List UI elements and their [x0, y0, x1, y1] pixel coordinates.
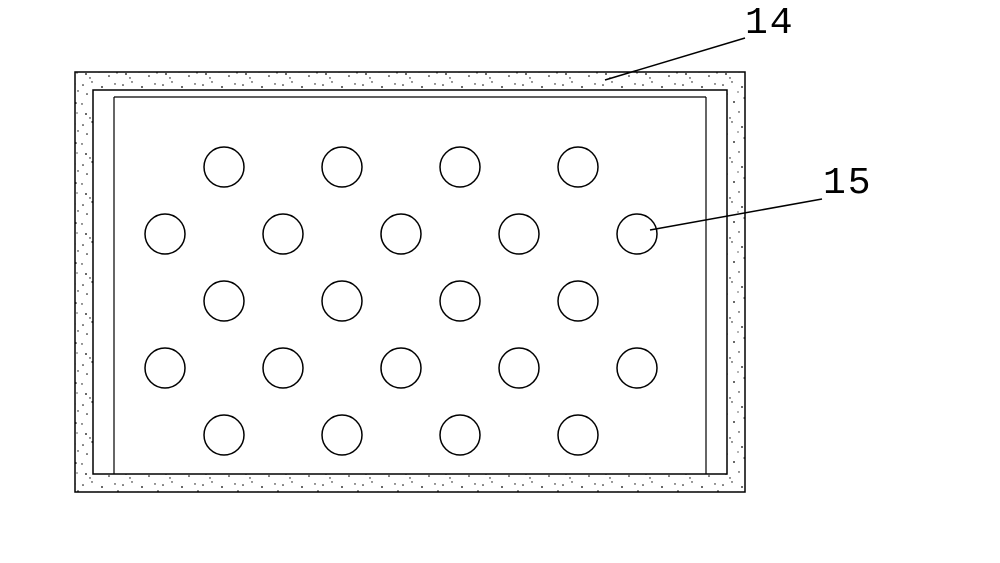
- hole-circle: [440, 415, 480, 455]
- diagram-svg: [0, 0, 1000, 558]
- hole-circle: [617, 348, 657, 388]
- hole-circle: [381, 214, 421, 254]
- hole-circle: [145, 348, 185, 388]
- hole-circle: [322, 147, 362, 187]
- hole-circle: [204, 281, 244, 321]
- hole-circle: [381, 348, 421, 388]
- hole-circle: [204, 415, 244, 455]
- callout-label-14: 14: [745, 2, 795, 45]
- hole-circle: [322, 281, 362, 321]
- hole-circle: [204, 147, 244, 187]
- hole-circle: [440, 147, 480, 187]
- technical-diagram: 14 15: [0, 0, 1000, 558]
- hole-circle: [617, 214, 657, 254]
- inner-cavity: [93, 90, 727, 474]
- hole-circle: [558, 147, 598, 187]
- hole-circle: [558, 281, 598, 321]
- hole-circle: [322, 415, 362, 455]
- hole-circle: [263, 214, 303, 254]
- hole-circle: [440, 281, 480, 321]
- hole-circle: [263, 348, 303, 388]
- hole-circle: [499, 348, 539, 388]
- hole-circle: [499, 214, 539, 254]
- hole-circle: [145, 214, 185, 254]
- callout-label-15: 15: [823, 162, 873, 205]
- hole-circle: [558, 415, 598, 455]
